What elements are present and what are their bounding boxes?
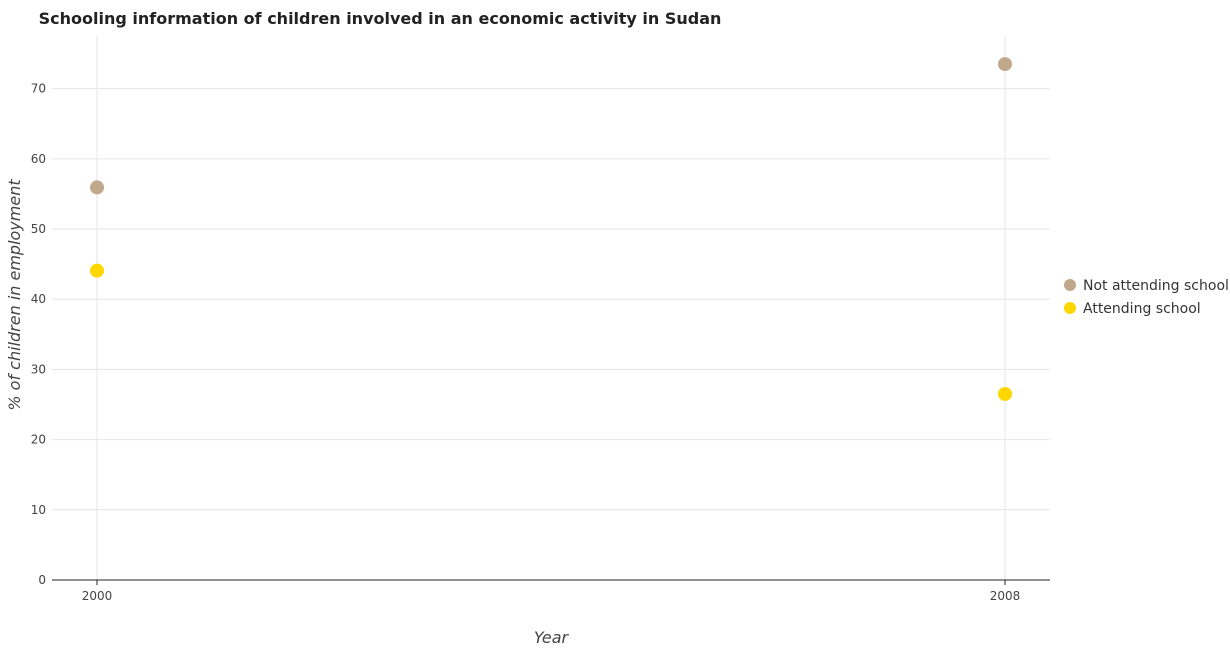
y-axis-label: % of children in employment — [5, 179, 24, 411]
data-point-attending-2008 — [998, 386, 1012, 401]
data-point-attending-2000 — [90, 263, 104, 278]
x-tick-label: 2000 — [82, 589, 113, 603]
legend-label: Attending school — [1083, 301, 1201, 317]
axes: 0 10 20 30 40 50 60 70 2000 2008 — [31, 82, 1050, 603]
legend: Not attending school Attending school — [1064, 278, 1229, 317]
legend-label: Not attending school — [1083, 278, 1229, 294]
x-tick-label: 2008 — [990, 589, 1021, 603]
data-point-not-attending-2008 — [998, 57, 1012, 72]
y-tick-label: 0 — [38, 573, 46, 587]
data-point-not-attending-2000 — [90, 180, 104, 195]
x-axis-label: Year — [534, 628, 570, 647]
y-tick-label: 70 — [31, 82, 46, 96]
data-points — [90, 57, 1012, 401]
y-tick-label: 10 — [31, 503, 46, 517]
legend-marker — [1064, 279, 1076, 291]
legend-marker — [1064, 302, 1076, 314]
grid — [52, 36, 1050, 580]
y-tick-label: 50 — [31, 222, 46, 236]
chart-title: Schooling information of children involv… — [39, 9, 722, 28]
y-tick-label: 40 — [31, 292, 46, 306]
y-tick-label: 30 — [31, 362, 46, 376]
y-tick-label: 60 — [31, 152, 46, 166]
y-tick-label: 20 — [31, 433, 46, 447]
